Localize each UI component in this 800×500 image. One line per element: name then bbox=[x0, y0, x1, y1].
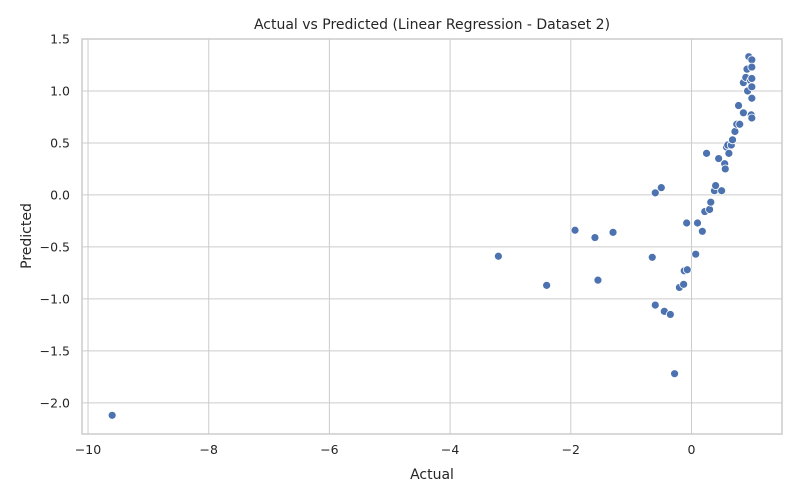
data-point bbox=[747, 113, 757, 123]
data-points bbox=[107, 52, 757, 420]
data-point bbox=[493, 251, 503, 261]
data-point bbox=[724, 148, 734, 158]
data-point bbox=[702, 148, 711, 158]
x-tick-label: −8 bbox=[200, 442, 218, 457]
y-tick-label: −1.5 bbox=[40, 343, 70, 358]
y-axis-label: Predicted bbox=[19, 203, 35, 269]
y-tick-label: 1.0 bbox=[50, 83, 70, 98]
data-point bbox=[730, 127, 740, 136]
x-tick-labels: −10 −8 −6 −4 −2 0 bbox=[75, 442, 696, 457]
data-point bbox=[542, 280, 552, 290]
x-tick-label: −4 bbox=[441, 442, 459, 457]
data-point bbox=[670, 369, 679, 379]
data-point bbox=[682, 265, 692, 275]
y-tick-label: −1.0 bbox=[40, 291, 70, 306]
data-point bbox=[734, 101, 743, 110]
data-point bbox=[714, 154, 724, 163]
y-tick-label: 1.5 bbox=[50, 32, 70, 47]
x-tick-label: −6 bbox=[320, 442, 338, 457]
y-tick-labels: −2.0 −1.5 −1.0 −0.5 0.0 0.5 1.0 1.5 bbox=[40, 32, 70, 411]
data-point bbox=[705, 205, 714, 214]
x-tick-label: −2 bbox=[562, 442, 580, 457]
data-point bbox=[691, 249, 701, 259]
chart-title: Actual vs Predicted (Linear Regression -… bbox=[254, 17, 610, 33]
data-point bbox=[747, 62, 757, 72]
x-axis-label: Actual bbox=[410, 467, 454, 483]
data-point bbox=[697, 226, 707, 236]
plot-frame bbox=[81, 38, 783, 435]
data-point bbox=[717, 186, 727, 196]
data-point bbox=[682, 218, 692, 228]
data-point bbox=[747, 74, 757, 83]
data-point bbox=[747, 82, 757, 92]
y-tick-label: −2.0 bbox=[40, 395, 70, 410]
data-point bbox=[747, 93, 757, 103]
data-point bbox=[593, 275, 603, 285]
data-point bbox=[728, 135, 737, 145]
data-point bbox=[706, 197, 716, 207]
data-point bbox=[107, 410, 117, 420]
data-point bbox=[747, 55, 757, 65]
x-tick-label: −10 bbox=[75, 442, 101, 457]
data-point bbox=[711, 181, 721, 190]
x-tick-label: 0 bbox=[688, 442, 696, 457]
data-point bbox=[665, 310, 675, 319]
y-tick-label: 0.0 bbox=[50, 187, 70, 202]
data-point bbox=[608, 227, 618, 237]
data-point bbox=[647, 252, 657, 262]
data-point bbox=[590, 233, 600, 242]
data-point bbox=[738, 108, 748, 118]
data-point bbox=[679, 279, 689, 289]
y-tick-label: 0.5 bbox=[50, 135, 70, 150]
data-point bbox=[735, 119, 745, 129]
data-point bbox=[720, 164, 730, 174]
y-tick-label: −0.5 bbox=[40, 239, 70, 254]
data-point bbox=[656, 183, 666, 193]
data-point bbox=[570, 225, 580, 235]
data-point bbox=[693, 218, 702, 228]
data-point bbox=[650, 188, 660, 198]
data-point bbox=[650, 300, 660, 310]
